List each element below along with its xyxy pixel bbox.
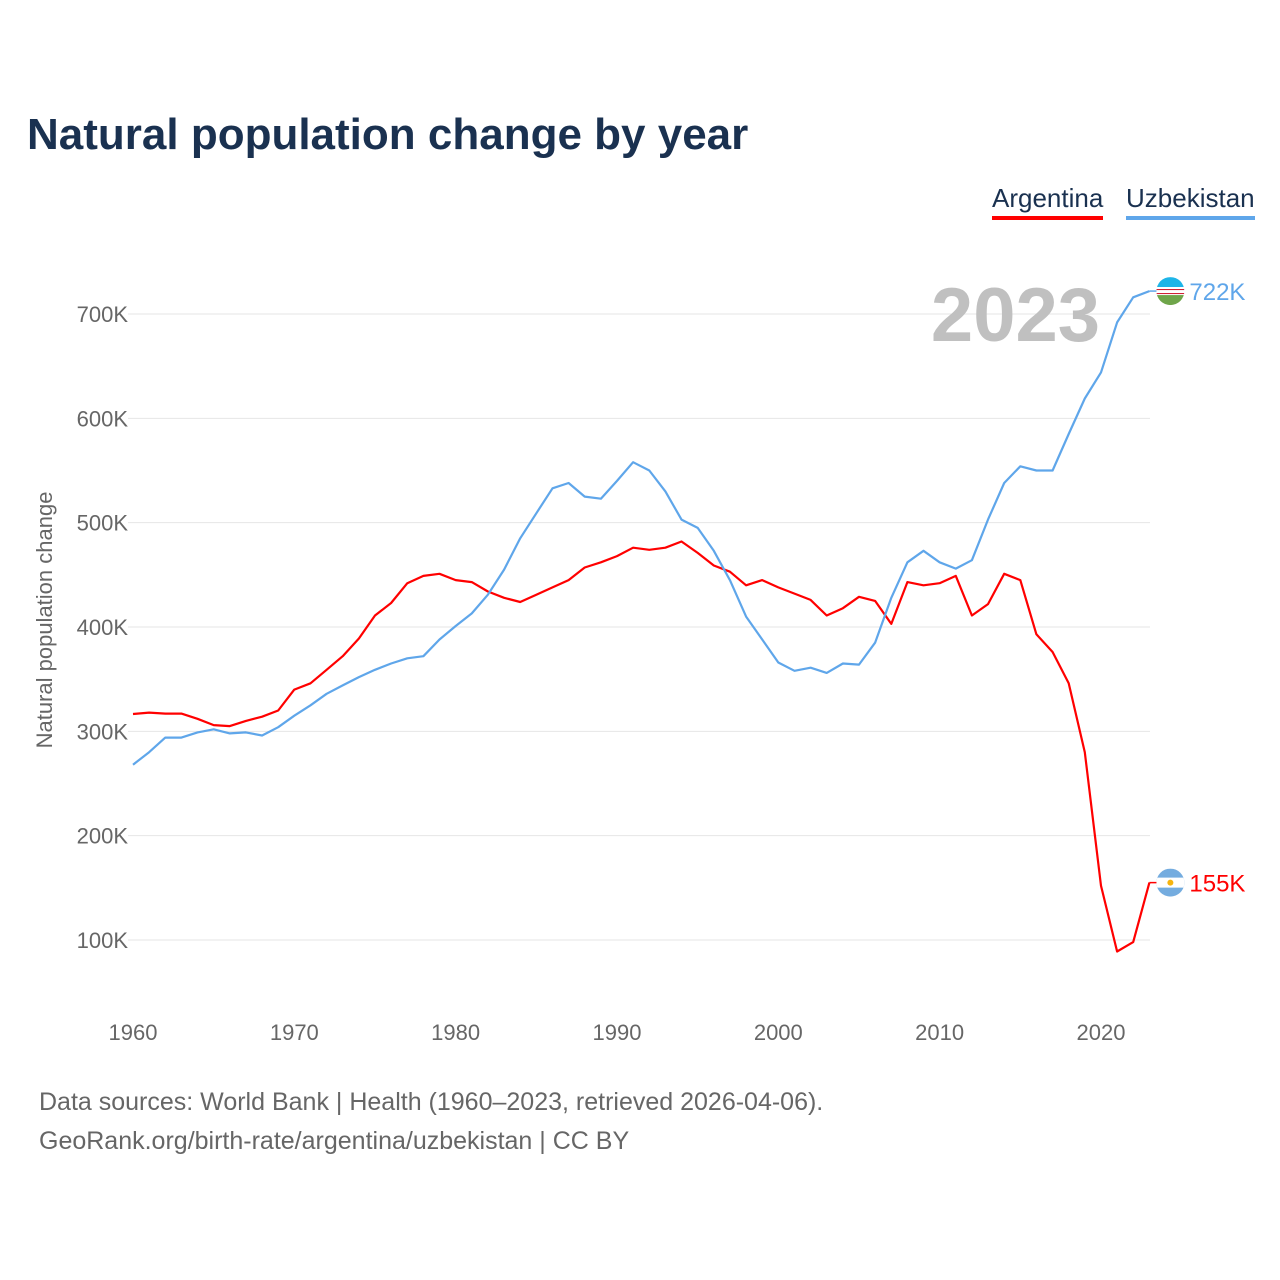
y-tick-label: 700K — [77, 302, 129, 327]
end-value-label: 722K — [1189, 279, 1245, 306]
y-tick-label: 100K — [77, 928, 129, 953]
year-watermark: 2023 — [931, 273, 1100, 358]
x-tick-label: 1990 — [593, 1020, 642, 1045]
x-tick-label: 1960 — [109, 1020, 158, 1045]
legend-uzbekistan[interactable]: Uzbekistan — [1126, 183, 1255, 220]
x-tick-label: 1980 — [431, 1020, 480, 1045]
x-tick-label: 1970 — [270, 1020, 319, 1045]
x-tick-label: 2020 — [1077, 1020, 1126, 1045]
x-tick-label: 2000 — [754, 1020, 803, 1045]
uzbekistan-flag-icon — [1156, 277, 1185, 306]
data-sources: Data sources: World Bank | Health (1960–… — [39, 1088, 824, 1116]
end-value-label: 155K — [1189, 871, 1245, 898]
legend-argentina[interactable]: Argentina — [992, 183, 1104, 220]
argentina-flag-icon — [1156, 868, 1185, 897]
y-tick-label: 600K — [77, 406, 129, 431]
y-axis-label: Natural population change — [32, 492, 57, 749]
series-line-uzbekistan[interactable] — [132, 290, 1150, 766]
y-tick-label: 300K — [77, 719, 129, 744]
credit-link[interactable]: GeoRank.org/birth-rate/argentina/uzbekis… — [39, 1127, 630, 1155]
y-tick-label: 200K — [77, 824, 129, 849]
x-tick-label: 2010 — [915, 1020, 964, 1045]
series-line-argentina[interactable] — [132, 540, 1151, 953]
y-tick-label: 500K — [77, 511, 129, 536]
chart-title: Natural population change by year — [27, 110, 749, 159]
y-tick-label: 400K — [77, 615, 129, 640]
